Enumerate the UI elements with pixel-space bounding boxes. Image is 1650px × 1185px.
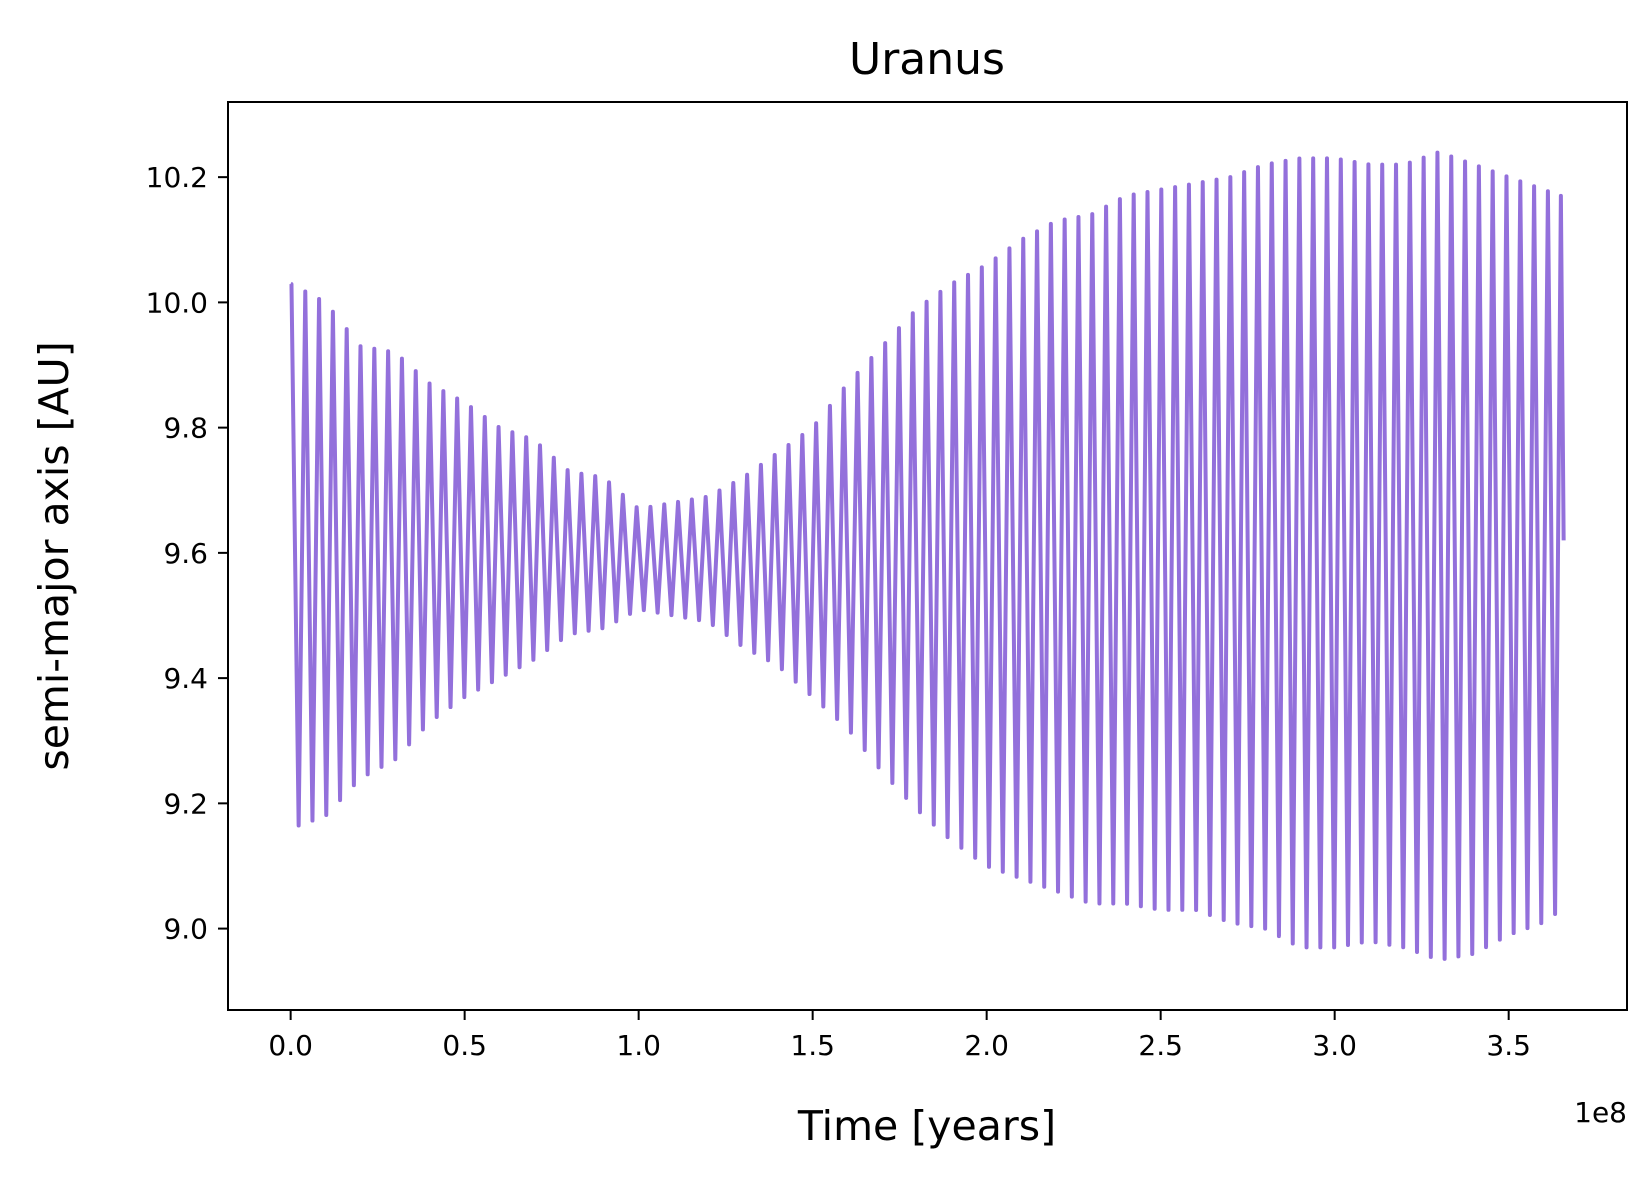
x-tick-label: 1.0: [616, 1029, 661, 1062]
x-tick-label: 2.0: [964, 1029, 1009, 1062]
y-tick-label: 10.2: [146, 161, 208, 194]
plot-area: [289, 150, 1566, 961]
series-line: [289, 150, 1566, 961]
x-axis-label: Time [years]: [797, 1102, 1056, 1150]
x-tick-label: 3.5: [1486, 1029, 1531, 1062]
y-axis-label: semi-major axis [AU]: [30, 341, 78, 770]
x-tick-label: 0.5: [442, 1029, 487, 1062]
axes-frame: [227, 101, 1628, 1011]
x-tick-label: 3.0: [1312, 1029, 1357, 1062]
y-axis-ticks: 9.0 9.2 9.4 9.6 9.8 10.0 10.2: [146, 161, 228, 946]
axes-border: [227, 101, 1628, 1011]
series-group: [289, 150, 1566, 961]
y-tick-label: 9.6: [163, 537, 208, 570]
x-axis-offset-label: 1e8: [1574, 1096, 1627, 1129]
y-tick-label: 9.0: [163, 913, 208, 946]
y-tick-label: 9.8: [163, 412, 208, 445]
chart-title: Uranus: [849, 34, 1005, 85]
y-tick-label: 9.2: [163, 787, 208, 820]
x-tick-label: 2.5: [1138, 1029, 1183, 1062]
x-axis-ticks: 0.0 0.5 1.0 1.5 2.0 2.5 3.0 3.5: [268, 1010, 1531, 1062]
x-tick-label: 1.5: [790, 1029, 835, 1062]
y-tick-label: 10.0: [146, 286, 208, 319]
y-tick-label: 9.4: [163, 662, 208, 695]
x-tick-label: 0.0: [268, 1029, 313, 1062]
